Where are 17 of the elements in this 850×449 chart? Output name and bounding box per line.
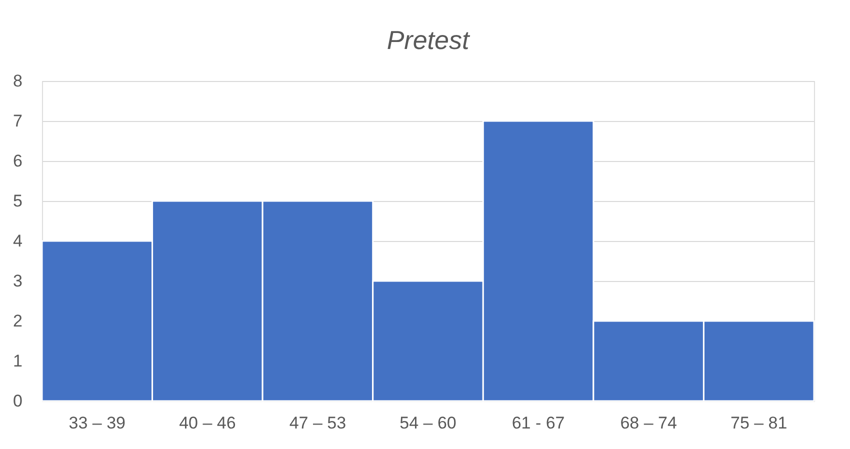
y-tick-label: 4 xyxy=(13,232,22,250)
x-tick-label: 61 - 67 xyxy=(512,414,565,432)
y-tick-label: 5 xyxy=(13,192,22,210)
x-tick-label: 68 – 74 xyxy=(620,414,677,432)
x-tick-label: 40 – 46 xyxy=(179,414,236,432)
y-tick-label: 6 xyxy=(13,152,22,170)
x-tick-label: 75 – 81 xyxy=(730,414,788,432)
y-tick-label: 2 xyxy=(13,312,22,330)
y-tick-label: 8 xyxy=(13,72,22,90)
x-tick-label: 54 – 60 xyxy=(400,414,456,432)
chart-title: Pretest xyxy=(386,25,471,55)
y-tick-label: 1 xyxy=(13,352,22,370)
y-tick-label: 3 xyxy=(13,272,22,290)
x-tick-label: 33 – 39 xyxy=(68,414,126,432)
y-tick-label: 0 xyxy=(13,392,22,410)
y-tick-label: 7 xyxy=(13,112,22,130)
x-tick-label: 47 – 53 xyxy=(289,414,346,432)
